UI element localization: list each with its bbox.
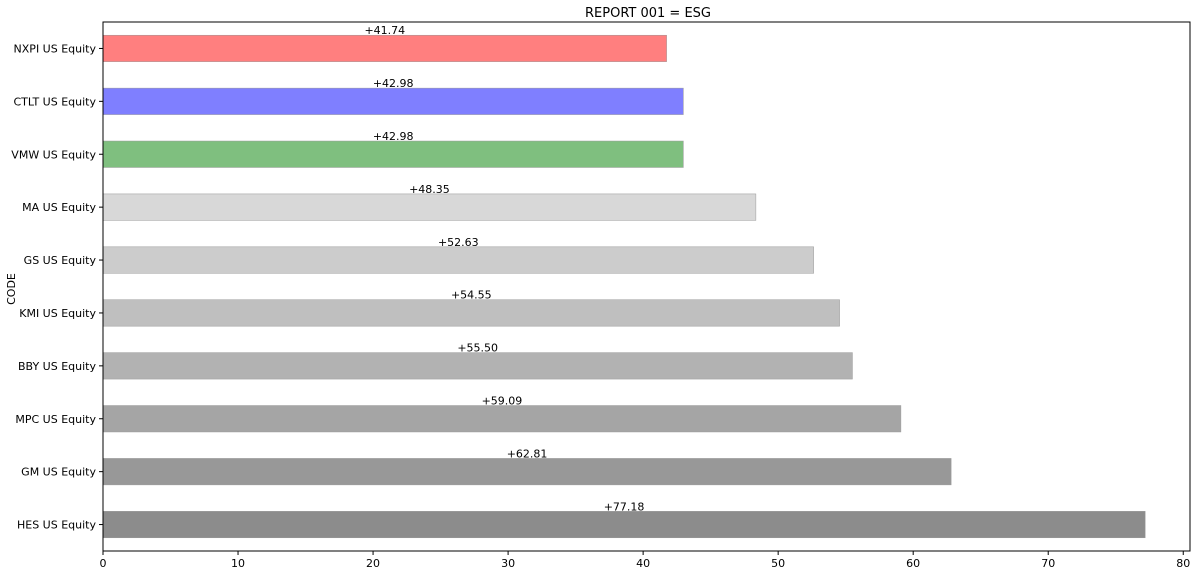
data-label: +54.55 [451, 289, 492, 302]
bar-mpc-us-equity [102, 405, 902, 433]
data-label: +48.35 [409, 183, 450, 196]
data-label: +42.98 [373, 130, 414, 143]
x-tick-label: 0 [100, 557, 107, 570]
x-tick-label: 50 [771, 557, 785, 570]
y-tick-label: BBY US Equity [18, 360, 97, 373]
y-tick-label: VMW US Equity [11, 148, 96, 161]
data-label: +59.09 [482, 395, 523, 408]
y-tick-label: MPC US Equity [15, 413, 96, 426]
x-tick-label: 40 [636, 557, 650, 570]
x-tick-label: 30 [501, 557, 515, 570]
x-tick-label: 60 [906, 557, 920, 570]
x-tick-label: 80 [1176, 557, 1190, 570]
y-axis-ticks: NXPI US Equity CTLT US Equity VMW US Equit… [11, 42, 103, 532]
bar-gm-us-equity [102, 458, 952, 486]
chart-title: REPORT 001 = ESG [585, 6, 711, 21]
data-label: +42.98 [373, 77, 414, 90]
data-labels-group: +41.74 +42.98 +42.98 +48.35 +52.63 +54.55 +55.… [364, 24, 644, 513]
bar-ctlt-us-equity [102, 87, 684, 115]
bar-kmi-us-equity [102, 299, 840, 327]
bar-bby-us-equity [102, 352, 853, 380]
y-tick-label: KMI US Equity [19, 307, 96, 320]
y-tick-label: CTLT US Equity [13, 95, 96, 108]
x-tick-label: 70 [1041, 557, 1055, 570]
y-tick-label: MA US Equity [22, 201, 96, 214]
bars-group [102, 34, 1146, 539]
bar-hes-us-equity [102, 511, 1146, 539]
bar-ma-us-equity [102, 193, 757, 221]
y-axis-label: CODE [5, 273, 18, 305]
data-label: +52.63 [438, 236, 479, 249]
x-axis-ticks: 0 10 20 30 40 50 60 70 80 [100, 551, 1190, 570]
bar-vmw-us-equity [102, 140, 684, 168]
data-label: +41.74 [364, 24, 405, 37]
data-label: +62.81 [507, 447, 548, 460]
y-tick-label: GS US Equity [24, 254, 97, 267]
bar-nxpi-us-equity [102, 34, 667, 62]
bar-gs-us-equity [102, 246, 814, 274]
y-tick-label: GM US Equity [21, 466, 96, 479]
data-label: +55.50 [457, 342, 498, 355]
y-tick-label: NXPI US Equity [14, 42, 97, 55]
x-tick-label: 10 [231, 557, 245, 570]
y-tick-label: HES US Equity [17, 519, 97, 532]
x-tick-label: 20 [366, 557, 380, 570]
plot-frame [102, 21, 1191, 552]
data-label: +77.18 [604, 500, 645, 513]
